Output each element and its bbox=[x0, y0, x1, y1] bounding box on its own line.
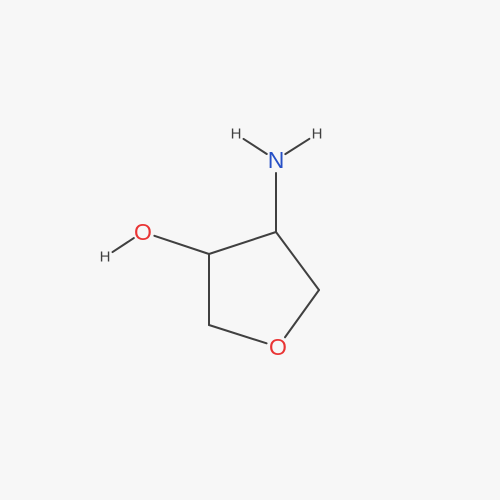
molecule-diagram: N H H O H O bbox=[0, 0, 500, 500]
atom-OL: O bbox=[134, 219, 152, 245]
atom-H1: H bbox=[312, 126, 323, 143]
atom-H2: H bbox=[231, 126, 242, 143]
atom-HL: H bbox=[100, 249, 111, 266]
atom-OR: O bbox=[269, 334, 287, 360]
atom-N: N bbox=[268, 147, 285, 173]
background bbox=[0, 0, 500, 500]
